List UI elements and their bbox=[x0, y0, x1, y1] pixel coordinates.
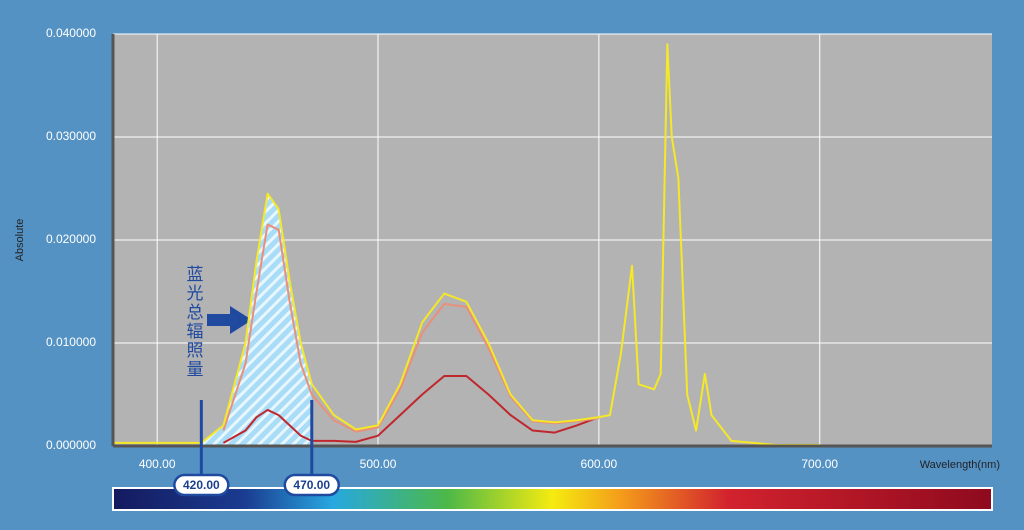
x-axis-label: Wavelength(nm) bbox=[920, 459, 1000, 471]
x-tick-label: 600.00 bbox=[581, 457, 618, 471]
marker-label: 420.00 bbox=[183, 478, 220, 492]
x-tick-label: 500.00 bbox=[360, 457, 397, 471]
y-axis-label: Absolute bbox=[14, 219, 26, 262]
series-line bbox=[222, 374, 600, 444]
y-tick-label: 0.000000 bbox=[46, 438, 96, 452]
arrow bbox=[207, 306, 252, 334]
highlight-area bbox=[201, 193, 312, 446]
series-line bbox=[113, 43, 820, 446]
x-tick-label: 400.00 bbox=[139, 457, 176, 471]
x-tick-label: 700.00 bbox=[801, 457, 838, 471]
y-tick-label: 0.030000 bbox=[46, 129, 96, 143]
annotation: 蓝光总辐照量 bbox=[184, 265, 204, 379]
spectrum-bar bbox=[112, 487, 993, 511]
y-tick-label: 0.010000 bbox=[46, 335, 96, 349]
y-tick-label: 0.040000 bbox=[46, 26, 96, 40]
marker-box bbox=[283, 473, 341, 497]
marker-box bbox=[173, 473, 230, 497]
y-tick-label: 0.020000 bbox=[46, 232, 96, 246]
marker-label: 470.00 bbox=[293, 478, 330, 492]
